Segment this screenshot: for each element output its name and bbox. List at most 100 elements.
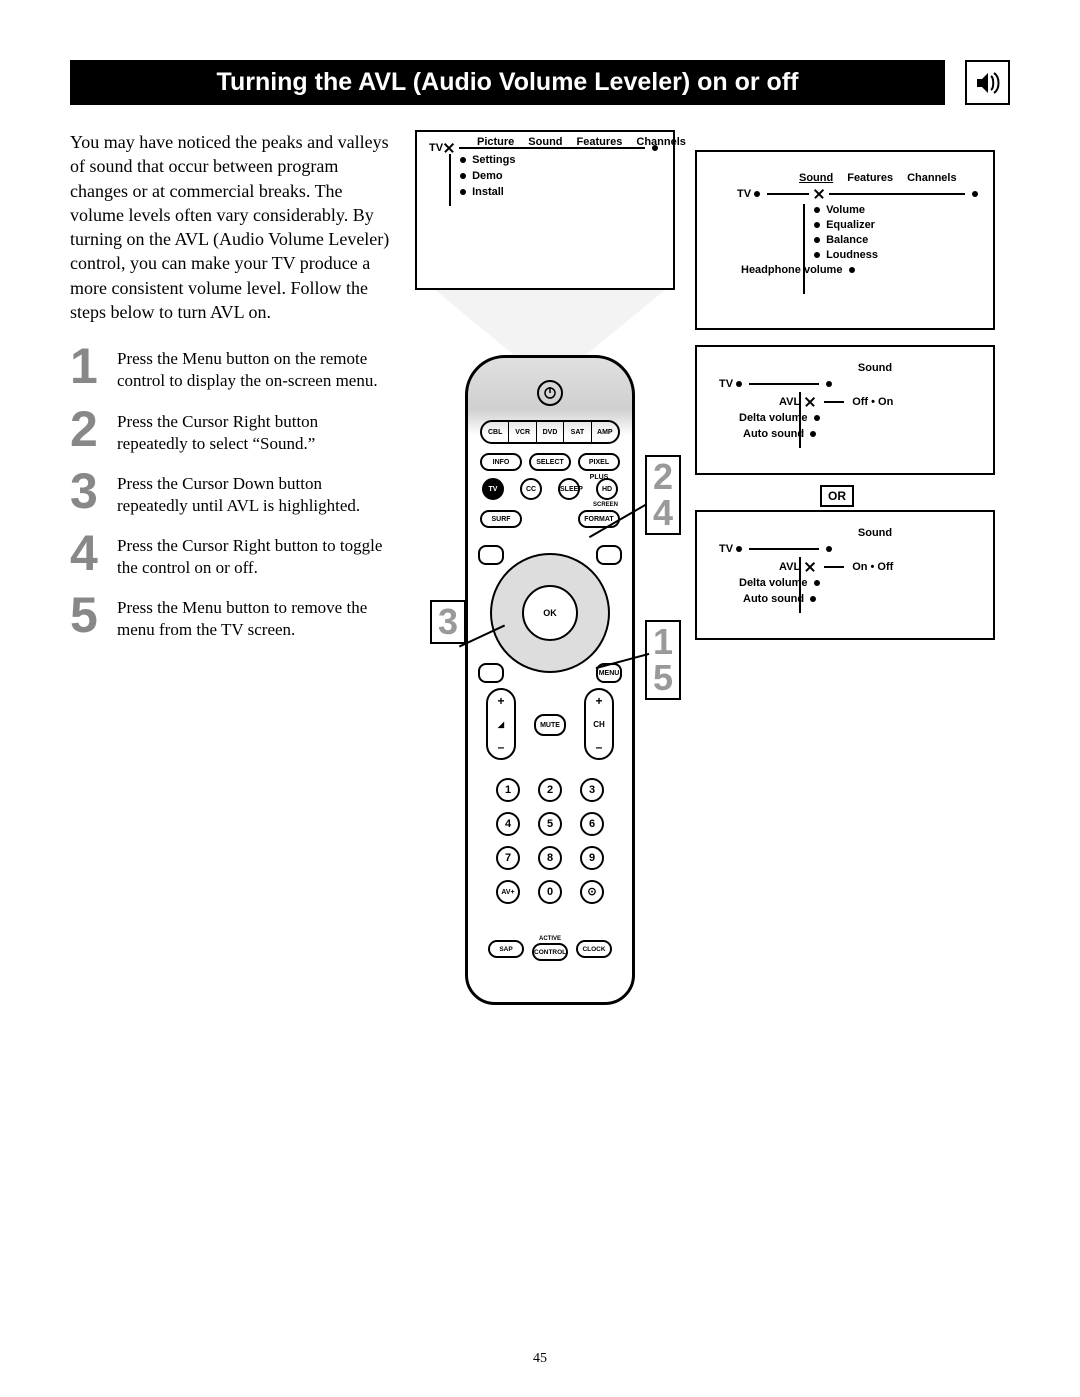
corner-button[interactable]	[478, 663, 504, 683]
page-number: 45	[533, 1351, 547, 1367]
surf-button[interactable]: SURF	[480, 510, 522, 528]
device-btn[interactable]: CBL	[482, 422, 509, 442]
menu-item: Delta volume	[739, 412, 807, 424]
volume-icon: ◢	[488, 720, 514, 729]
mute-button[interactable]: MUTE	[534, 714, 566, 736]
key-1[interactable]: 1	[496, 778, 520, 802]
menu-item: Loudness	[826, 249, 878, 261]
cursor-icon	[443, 142, 455, 154]
keypad: 1 2 3 4 5 6 7 8 9 AV+ 0 ⊙	[496, 778, 604, 904]
channel-rocker[interactable]: + CH –	[584, 688, 614, 760]
pixelplus-button[interactable]: PIXEL PLUS	[578, 453, 620, 471]
menu-item: Demo	[472, 170, 503, 182]
hd-button[interactable]: HD	[596, 478, 618, 500]
device-btn[interactable]: AMP	[592, 422, 618, 442]
callout-num: 4	[653, 495, 673, 531]
right-column: TV Picture Sound Features Channels Setti…	[405, 130, 1010, 655]
minus-icon: –	[586, 740, 612, 754]
key-prev[interactable]: ⊙	[580, 880, 604, 904]
menu-root: TV	[719, 378, 733, 390]
screen-label: SCREEN	[593, 502, 618, 508]
menu-item: Auto sound	[743, 593, 804, 605]
ok-button[interactable]: OK	[522, 585, 578, 641]
device-btn[interactable]: DVD	[537, 422, 564, 442]
plus-icon: +	[488, 694, 514, 708]
control-button[interactable]: CONTROL	[532, 943, 568, 961]
step-text: Press the Cursor Right button repeatedly…	[117, 407, 390, 455]
key-6[interactable]: 6	[580, 812, 604, 836]
format-button[interactable]: FORMAT	[578, 510, 620, 528]
cursor-icon	[804, 396, 816, 408]
volume-rocker[interactable]: + ◢ –	[486, 688, 516, 760]
menu-item: Delta volume	[739, 577, 807, 589]
menu-item: Volume	[826, 204, 865, 216]
key-4[interactable]: 4	[496, 812, 520, 836]
menu-root: TV	[429, 142, 443, 154]
menu-diagram-sound: Sound Features Channels TV Volume Equali…	[695, 150, 995, 330]
callout-3: 3	[430, 600, 466, 644]
callout-1-5: 1 5	[645, 620, 681, 700]
device-strip[interactable]: CBL VCR DVD SAT AMP	[480, 420, 620, 444]
menu-tab: Sound	[799, 172, 833, 184]
step-text: Press the Cursor Right button to toggle …	[117, 531, 390, 579]
minus-icon: –	[488, 740, 514, 754]
step-text: Press the Menu button on the remote cont…	[117, 344, 390, 392]
step-number: 1	[70, 344, 105, 389]
step-number: 2	[70, 407, 105, 452]
key-8[interactable]: 8	[538, 846, 562, 870]
menu-options: On • Off	[852, 561, 893, 573]
key-av[interactable]: AV+	[496, 880, 520, 904]
clock-button[interactable]: CLOCK	[576, 940, 612, 958]
step-1: 1 Press the Menu button on the remote co…	[70, 344, 390, 392]
menu-tab: Sound	[858, 362, 892, 374]
cursor-icon	[804, 561, 816, 573]
cursor-icon	[813, 188, 825, 200]
step-3: 3 Press the Cursor Down button repeatedl…	[70, 469, 390, 517]
key-0[interactable]: 0	[538, 880, 562, 904]
menu-item: Headphone volume	[741, 264, 842, 276]
menu-sel-label: AVL	[779, 561, 800, 573]
menu-item: Settings	[472, 154, 515, 166]
step-number: 3	[70, 469, 105, 514]
menu-tab: Channels	[907, 172, 957, 184]
remote-control: CBL VCR DVD SAT AMP INFO SELECT PIXEL PL…	[465, 355, 635, 1005]
select-button[interactable]: SELECT	[529, 453, 571, 471]
cc-button[interactable]: CC	[520, 478, 542, 500]
menu-diagram-avl-on: Sound TV AVL On • Off Delta volume Auto …	[695, 510, 995, 640]
step-text: Press the Menu button to remove the menu…	[117, 593, 390, 641]
info-button[interactable]: INFO	[480, 453, 522, 471]
cursor-ring[interactable]: OK	[490, 553, 610, 673]
key-9[interactable]: 9	[580, 846, 604, 870]
callout-num: 2	[653, 459, 673, 495]
key-5[interactable]: 5	[538, 812, 562, 836]
menu-item: Auto sound	[743, 428, 804, 440]
menu-diagram-top: TV Picture Sound Features Channels Setti…	[415, 130, 675, 290]
menu-item: Balance	[826, 234, 868, 246]
menu-options: Off • On	[852, 396, 893, 408]
menu-root: TV	[737, 188, 751, 200]
menu-diagram-avl-off: Sound TV AVL Off • On Delta volume Auto …	[695, 345, 995, 475]
light-beam	[425, 290, 675, 365]
menu-sel-label: AVL	[779, 396, 800, 408]
corner-button[interactable]	[596, 545, 622, 565]
corner-button[interactable]	[478, 545, 504, 565]
ch-label: CH	[586, 720, 612, 729]
menu-item: Install	[472, 186, 504, 198]
key-7[interactable]: 7	[496, 846, 520, 870]
step-text: Press the Cursor Down button repeatedly …	[117, 469, 390, 517]
key-3[interactable]: 3	[580, 778, 604, 802]
menu-tab: Features	[847, 172, 893, 184]
menu-root: TV	[719, 543, 733, 555]
callout-num: 5	[653, 660, 673, 696]
device-btn[interactable]: VCR	[509, 422, 536, 442]
sap-button[interactable]: SAP	[488, 940, 524, 958]
step-5: 5 Press the Menu button to remove the me…	[70, 593, 390, 641]
power-button[interactable]	[537, 380, 563, 406]
sleep-button[interactable]: SLEEP	[558, 478, 580, 500]
key-2[interactable]: 2	[538, 778, 562, 802]
title-bar: Turning the AVL (Audio Volume Leveler) o…	[70, 60, 1010, 105]
tv-button[interactable]: TV	[482, 478, 504, 500]
device-btn[interactable]: SAT	[564, 422, 591, 442]
active-label: ACTIVE	[532, 936, 568, 942]
intro-text: You may have noticed the peaks and valle…	[70, 130, 390, 324]
